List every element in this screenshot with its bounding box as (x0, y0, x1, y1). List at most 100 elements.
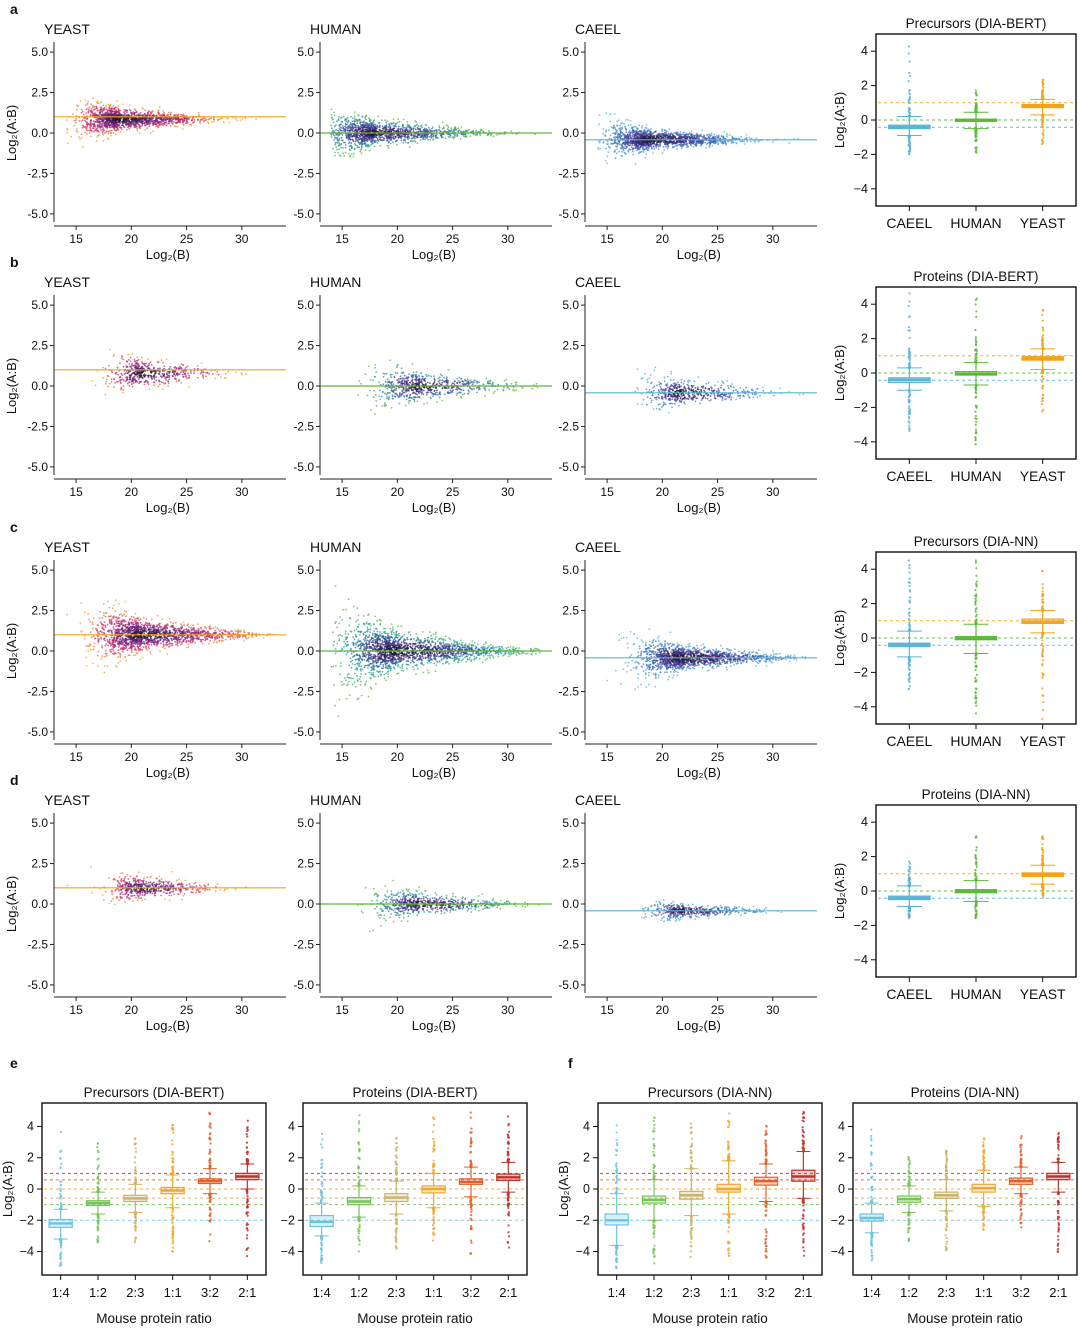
data-point (341, 133, 344, 136)
data-point (132, 378, 135, 380)
data-point (208, 117, 211, 120)
data-point (347, 134, 350, 137)
data-point (131, 352, 134, 355)
data-point (339, 155, 342, 158)
data-point (98, 118, 100, 121)
data-point (105, 380, 107, 383)
data-point (629, 119, 632, 122)
data-point (152, 381, 155, 384)
data-point (96, 109, 99, 112)
data-point (463, 135, 465, 138)
data-point (351, 135, 354, 138)
data-point (96, 102, 99, 104)
data-point (687, 135, 690, 138)
data-point (348, 153, 350, 155)
data-point (616, 136, 618, 139)
ma-title: YEAST (44, 274, 90, 290)
data-point (193, 119, 196, 121)
data-point (377, 115, 380, 118)
data-point (202, 377, 205, 379)
data-point (403, 135, 406, 138)
data-point (162, 124, 165, 127)
data-point (96, 100, 99, 102)
data-point (130, 383, 133, 386)
data-point (386, 139, 388, 142)
data-point (395, 125, 397, 128)
data-point (121, 378, 124, 381)
data-point (621, 145, 623, 147)
data-point (610, 126, 613, 128)
data-point (127, 353, 130, 356)
data-point (133, 375, 136, 378)
data-point (331, 117, 333, 120)
y-tick-label: -2.5 (27, 166, 48, 180)
data-point (92, 104, 94, 107)
y-tick-label: 5.0 (562, 45, 579, 59)
outlier-point (907, 45, 911, 48)
data-point (623, 122, 625, 125)
data-point (330, 113, 333, 116)
data-point (632, 147, 635, 150)
y-tick-label: 2 (861, 79, 868, 93)
data-point (167, 384, 170, 387)
data-point (692, 146, 695, 148)
data-point (619, 143, 621, 146)
data-point (107, 103, 110, 106)
data-point (167, 120, 170, 123)
data-point (110, 121, 112, 123)
data-point (347, 127, 349, 130)
outlier-point (908, 147, 912, 150)
data-point (392, 141, 394, 144)
data-point (86, 121, 89, 124)
data-point (148, 362, 151, 365)
data-point (660, 140, 663, 143)
data-point (419, 138, 422, 141)
data-point (135, 362, 137, 365)
data-point (704, 141, 707, 144)
data-point (354, 124, 357, 126)
data-point (344, 125, 346, 128)
data-point (358, 118, 361, 121)
y-tick-label: -5.0 (27, 460, 48, 474)
data-point (645, 124, 648, 126)
data-point (711, 140, 714, 143)
data-point (696, 136, 699, 139)
data-point (680, 141, 682, 144)
data-point (147, 367, 149, 370)
data-point (625, 135, 627, 137)
data-point (636, 127, 639, 130)
data-point (172, 121, 175, 123)
data-point (81, 126, 84, 129)
data-point (614, 157, 617, 159)
data-point (91, 106, 94, 109)
data-point (200, 118, 203, 121)
data-point (438, 126, 441, 129)
data-point (691, 140, 694, 143)
data-point (364, 149, 367, 151)
data-point (105, 383, 107, 385)
data-point (334, 136, 336, 139)
data-point (118, 124, 121, 127)
data-point (181, 373, 184, 376)
data-point (218, 118, 221, 121)
data-point (636, 133, 639, 136)
data-point (390, 138, 393, 141)
data-point (356, 122, 359, 125)
data-point (679, 131, 682, 133)
data-point (413, 125, 416, 128)
data-point (343, 154, 346, 157)
data-point (389, 142, 392, 145)
data-point (633, 135, 635, 138)
data-point (166, 117, 169, 120)
data-point (120, 128, 123, 131)
data-point (180, 113, 182, 116)
ma-title: CAEEL (575, 21, 621, 37)
data-point (95, 140, 98, 143)
data-point (638, 130, 640, 133)
data-point (141, 361, 144, 363)
data-point (175, 118, 178, 121)
data-point (159, 114, 161, 117)
data-point (682, 143, 685, 146)
data-point (710, 132, 713, 135)
data-point (640, 129, 643, 132)
